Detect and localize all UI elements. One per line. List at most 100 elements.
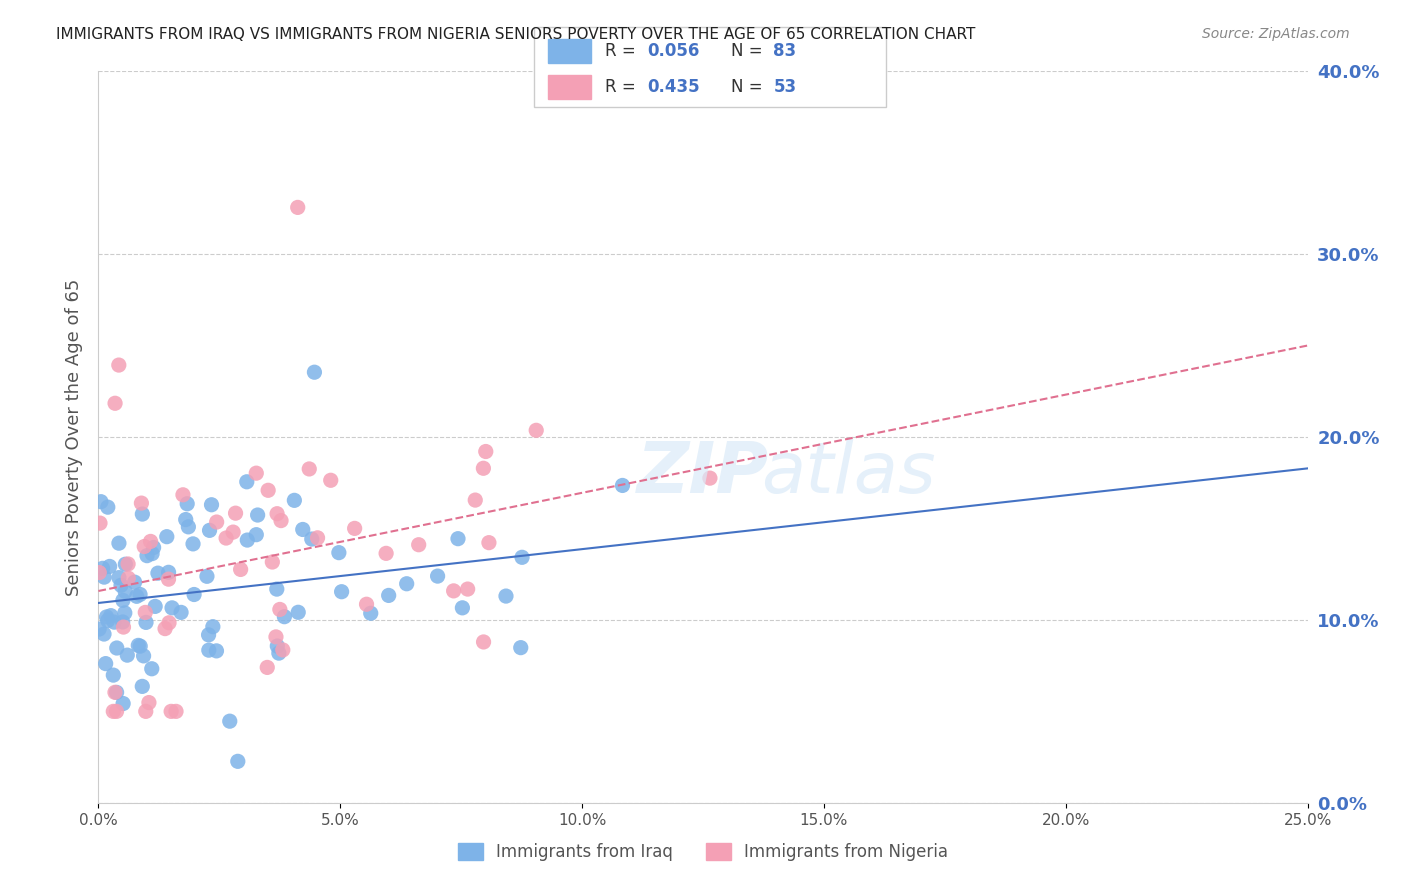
Iraq [176,497,198,511]
Iraq [129,639,152,653]
Nigeria [117,571,139,585]
Nigeria [266,507,288,521]
Iraq [287,605,309,619]
Nigeria [103,705,125,719]
Iraq [330,584,353,599]
Iraq [360,607,382,621]
Iraq [291,523,314,537]
Nigeria [287,201,309,215]
Nigeria [472,635,495,649]
Bar [548,38,591,62]
Nigeria [172,488,194,502]
Text: 0.056: 0.056 [647,42,699,60]
Iraq [236,533,259,547]
Iraq [129,587,152,601]
Iraq [111,593,134,607]
Text: 83: 83 [773,42,796,60]
Iraq [218,714,240,729]
Nigeria [229,562,252,576]
Nigeria [134,540,156,554]
Iraq [114,606,136,620]
Text: atlas: atlas [761,439,935,508]
Iraq [183,587,205,601]
Iraq [100,608,122,623]
Nigeria [269,602,291,616]
Nigeria [443,583,465,598]
Iraq [236,475,259,489]
Iraq [146,566,169,581]
Nigeria [104,685,127,699]
Nigeria [256,660,278,674]
Text: Source: ZipAtlas.com: Source: ZipAtlas.com [1202,27,1350,41]
Nigeria [298,462,321,476]
Iraq [198,643,221,657]
Iraq [131,507,153,521]
Nigeria [89,566,111,580]
Nigeria [215,531,238,545]
Nigeria [160,705,183,719]
Iraq [141,662,163,676]
Text: R =: R = [605,78,641,96]
Bar [548,75,591,99]
Nigeria [262,555,284,569]
Iraq [328,546,350,560]
Iraq [157,566,180,580]
Iraq [197,628,219,642]
Nigeria [117,557,139,571]
Nigeria [375,546,398,560]
Iraq [103,615,125,629]
Iraq [510,550,533,565]
Iraq [156,530,179,544]
Iraq [93,627,115,641]
Nigeria [475,444,498,458]
Nigeria [225,506,247,520]
Nigeria [138,696,160,710]
Iraq [245,527,267,541]
Nigeria [157,615,180,630]
Iraq [226,755,249,769]
Iraq [195,569,218,583]
Text: IMMIGRANTS FROM IRAQ VS IMMIGRANTS FROM NIGERIA SENIORS POVERTY OVER THE AGE OF : IMMIGRANTS FROM IRAQ VS IMMIGRANTS FROM … [56,27,976,42]
Nigeria [157,572,180,586]
Iraq [112,697,135,711]
Iraq [132,648,155,663]
Nigeria [205,515,228,529]
Nigeria [245,466,267,480]
Iraq [273,609,295,624]
Iraq [301,532,323,546]
Iraq [170,606,193,620]
Iraq [198,524,221,538]
Nigeria [165,705,187,719]
Iraq [97,500,120,515]
FancyBboxPatch shape [534,27,886,107]
Iraq [181,537,204,551]
Iraq [141,547,163,561]
Text: 53: 53 [773,78,796,96]
Nigeria [257,483,280,498]
Iraq [509,640,531,655]
Iraq [91,561,114,575]
Iraq [108,571,131,585]
Nigeria [134,606,156,620]
Nigeria [135,705,157,719]
Nigeria [408,538,430,552]
Iraq [114,558,136,572]
Iraq [160,600,183,615]
Iraq [127,639,149,653]
Iraq [94,657,117,671]
Nigeria [356,597,378,611]
Iraq [426,569,449,583]
Iraq [304,365,326,379]
Nigeria [139,534,162,549]
Iraq [177,520,200,534]
Iraq [93,570,115,584]
Nigeria [264,630,287,644]
Iraq [124,575,146,590]
Iraq [143,599,166,614]
Nigeria [89,516,111,530]
Iraq [205,644,228,658]
Nigeria [112,620,135,634]
Nigeria [131,496,153,510]
Text: ZIP: ZIP [637,439,769,508]
Nigeria [524,423,547,437]
